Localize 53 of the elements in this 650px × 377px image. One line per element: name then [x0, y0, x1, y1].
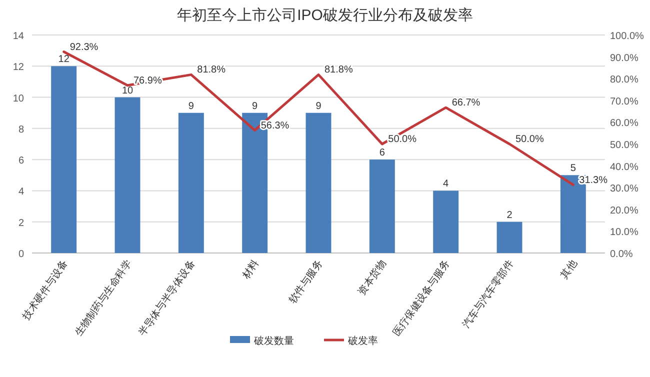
- y2-tick-label: 70.0%: [610, 96, 638, 108]
- data-label: 50.0%: [388, 134, 417, 145]
- bar: [369, 160, 395, 253]
- data-label: 4: [443, 178, 450, 190]
- x-tick-label: 材料: [239, 258, 262, 282]
- y-tick-label: 2: [18, 218, 24, 229]
- y2-tick-label: 50.0%: [610, 140, 638, 151]
- data-label: 2: [506, 210, 513, 221]
- y-tick-label: 6: [18, 156, 24, 167]
- bar: [433, 190, 459, 253]
- legend-label: 破发数量: [253, 335, 294, 347]
- data-label: 9: [316, 100, 322, 112]
- data-label: 50.0%: [516, 134, 544, 145]
- bar: [51, 66, 77, 253]
- bar: [114, 97, 140, 253]
- y2-tick-label: 30.0%: [610, 184, 638, 195]
- y2-tick-label: 20.0%: [610, 205, 638, 216]
- y2-tick-label: 0.0%: [610, 249, 633, 260]
- x-tick-label: 软件与服务: [286, 258, 325, 306]
- y2-tick-label: 40.0%: [610, 162, 638, 173]
- x-tick-label: 半导体与半导体设备: [136, 258, 198, 338]
- x-tick-label: 生物制药与生命科学: [72, 258, 134, 338]
- data-label: 92.3%: [70, 42, 98, 53]
- data-label: 66.7%: [452, 98, 480, 109]
- legend-label: 破发率: [347, 335, 378, 347]
- data-label: 81.8%: [324, 64, 353, 76]
- bar: [306, 112, 332, 253]
- y2-tick-label: 10.0%: [610, 227, 638, 238]
- x-tick-label: 技术硬件与设备: [20, 258, 70, 323]
- y2-tick-label: 60.0%: [610, 118, 638, 130]
- y-tick-label: 4: [18, 186, 24, 198]
- y-tick-label: 10: [12, 93, 24, 104]
- y-tick-label: 14: [12, 31, 24, 42]
- data-label: 10: [122, 85, 134, 96]
- x-tick-label: 其他: [558, 258, 580, 282]
- y-tick-label: 8: [18, 124, 24, 136]
- y-tick-label: 0: [18, 249, 24, 260]
- x-tick-label: 资本货物: [356, 258, 389, 298]
- data-label: 6: [379, 148, 386, 159]
- y-tick-label: 12: [12, 62, 24, 74]
- y2-tick-label: 80.0%: [610, 74, 638, 86]
- y2-tick-label: 90.0%: [610, 52, 638, 64]
- x-tick-label: 汽车与汽车零部件: [460, 258, 516, 330]
- data-label: 9: [252, 100, 258, 112]
- chart-title: 年初至今上市公司IPO破发行业分布及破发率: [177, 7, 473, 24]
- bar: [178, 112, 204, 253]
- bar: [496, 222, 522, 253]
- data-label: 5: [570, 163, 576, 174]
- data-label: 81.8%: [197, 64, 226, 76]
- data-label: 12: [58, 54, 70, 66]
- data-label: 9: [188, 100, 194, 112]
- y2-tick-label: 100.0%: [610, 31, 644, 42]
- x-tick-label: 医疗保健设备与服务: [390, 258, 452, 338]
